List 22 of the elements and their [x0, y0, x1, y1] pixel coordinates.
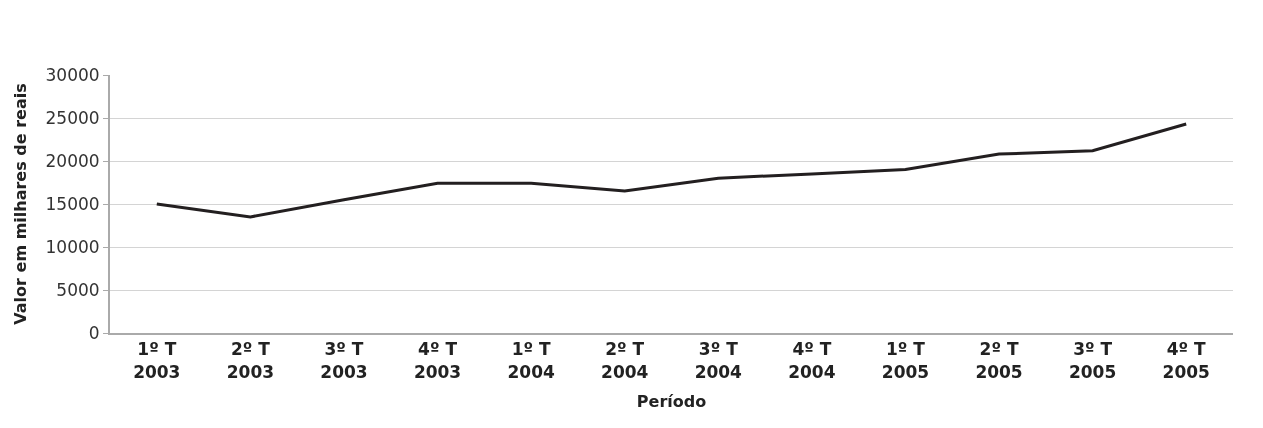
y-tick-label: 5000	[56, 279, 100, 300]
x-tick-label: 4º T 2003	[413, 339, 462, 382]
y-tick-label: 15000	[45, 193, 100, 214]
y-tick-label: 0	[88, 322, 100, 343]
y-tick-label: 20000	[45, 150, 100, 171]
y-tick-label: 10000	[45, 236, 100, 257]
x-tick-label: 3º T 2004	[694, 339, 743, 382]
x-tick-label: 4º T 2005	[1162, 339, 1210, 382]
x-tick-label: 1º T 2005	[881, 339, 930, 382]
x-tick-label: 2º T 2005	[975, 339, 1023, 382]
x-axis-title: Período	[636, 391, 707, 411]
x-tick-label: 4º T 2004	[788, 339, 836, 382]
x-tick-label: 3º T 2005	[1068, 339, 1117, 382]
y-tick-label: 25000	[45, 107, 100, 128]
y-axis-title: Valor em milhares de reais	[10, 83, 30, 325]
x-tick-label: 1º T 2004	[507, 339, 555, 382]
y-tick-label: 30000	[45, 64, 100, 85]
x-tick-label: 3º T 2003	[320, 339, 368, 382]
x-tick-label: 2º T 2003	[226, 339, 275, 382]
x-tick-label: 1º T 2003	[133, 339, 181, 382]
line-series	[155, 122, 1188, 219]
x-tick-label: 2º T 2004	[601, 339, 649, 382]
